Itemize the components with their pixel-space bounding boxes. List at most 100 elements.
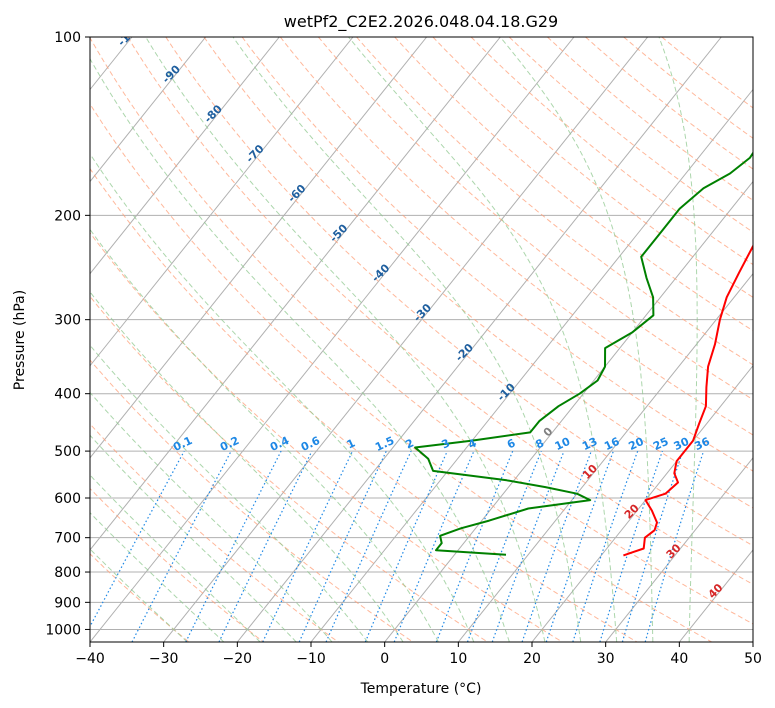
dry-adiabat-label: -80 xyxy=(202,102,225,125)
isotherm-line xyxy=(90,37,280,275)
mixing-ratio-line xyxy=(466,450,542,642)
mixing-ratio-label: 2 xyxy=(403,436,415,451)
mixing-ratio-line xyxy=(325,450,412,642)
mixing-ratio-line xyxy=(298,450,387,642)
x-tick-label: −10 xyxy=(296,651,326,667)
axes: −40 −30 −20 −10 0 10 20 30 40 5010020030040050060… xyxy=(45,30,762,667)
x-tick-label: 40 xyxy=(670,651,688,667)
mixing-ratio-label: 8 xyxy=(534,436,546,451)
y-tick-label: 700 xyxy=(54,531,81,547)
isotherm-line xyxy=(752,641,753,642)
isotherm-line xyxy=(531,364,753,642)
moist-adiabat xyxy=(145,37,546,642)
x-tick-label: 0 xyxy=(380,651,389,667)
dry-adiabat xyxy=(90,37,753,625)
dry-adiabat xyxy=(547,37,753,201)
y-axis-label: Pressure (hPa) xyxy=(12,290,28,390)
y-tick-label: 200 xyxy=(54,208,81,224)
dry-adiabat-label: -50 xyxy=(327,221,350,244)
dry-adiabat xyxy=(127,37,753,586)
mixing-ratio-label: 20 xyxy=(627,435,647,453)
dry-adiabat xyxy=(318,37,753,401)
dry-adiabat xyxy=(90,487,264,642)
dry-adiabat-label: -70 xyxy=(243,142,266,165)
isotherm-line xyxy=(90,37,575,642)
moist-adiabat xyxy=(348,37,618,642)
mixing-ratio-label: 30 xyxy=(672,435,692,453)
dry-adiabat xyxy=(432,37,753,298)
isotherm-line xyxy=(236,37,722,642)
mixing-ratio-line xyxy=(435,450,514,642)
dry-adiabat xyxy=(90,553,190,642)
dewpoint-profile xyxy=(414,151,753,556)
mixing-ratio-line xyxy=(621,450,684,642)
x-tick-label: 30 xyxy=(597,651,615,667)
mixing-ratio-label: 36 xyxy=(692,435,712,453)
isotherm-line xyxy=(0,37,58,642)
mixing-ratio-label: 4 xyxy=(466,436,479,451)
dry-adiabat xyxy=(279,37,753,436)
dry-adiabat-label: 0 xyxy=(541,425,556,440)
dry-adiabat xyxy=(90,231,563,642)
mixing-ratio-line xyxy=(644,450,705,642)
moist-adiabat xyxy=(90,57,510,642)
mixing-ratio-line xyxy=(262,450,354,642)
series-layer xyxy=(414,151,753,557)
moist-adiabat xyxy=(90,548,188,642)
y-tick-label: 500 xyxy=(54,444,81,460)
mixing-ratio-line xyxy=(218,450,313,642)
mixing-ratio-line xyxy=(545,450,614,642)
moist-adiabat xyxy=(90,434,297,642)
isotherm-line xyxy=(605,457,753,642)
mixing-ratio-line xyxy=(393,450,475,642)
y-tick-label: 300 xyxy=(54,313,81,329)
mixing-ratio-line xyxy=(599,450,663,642)
mixing-ratio-line xyxy=(364,450,448,642)
moist-adiabat xyxy=(90,228,439,642)
moist-adiabat xyxy=(90,391,333,642)
x-tick-label: 20 xyxy=(523,651,541,667)
y-tick-label: 900 xyxy=(54,595,81,611)
isotherm-line xyxy=(90,37,428,459)
y-tick-label: 400 xyxy=(54,387,81,403)
isotherm-line xyxy=(384,180,753,642)
dry-adiabat xyxy=(90,295,488,642)
x-axis-label: Temperature (°C) xyxy=(360,681,482,697)
isotherm-line xyxy=(310,88,753,642)
dry-adiabat-label: -60 xyxy=(285,182,308,205)
dry-adiabat xyxy=(241,37,753,472)
mixing-ratio-label: 10 xyxy=(553,435,573,453)
dry-adiabat xyxy=(203,37,753,509)
y-tick-label: 600 xyxy=(54,491,81,507)
moist-adiabat xyxy=(90,344,369,642)
isotherm-line xyxy=(90,37,501,551)
isotherm-line xyxy=(163,37,649,642)
chart-title: wetPf2_C2E2.2026.048.04.18.G29 xyxy=(284,12,558,32)
mixing-ratio-line xyxy=(521,450,592,642)
x-tick-label: −40 xyxy=(75,651,105,667)
moist-adiabat xyxy=(90,291,404,642)
mixing-ratio-line xyxy=(90,450,185,628)
temperature-profile xyxy=(623,243,753,557)
moist-adiabat xyxy=(90,153,475,642)
moist-adiabat xyxy=(232,37,582,642)
dry-adiabat-label: 40 xyxy=(706,581,726,601)
mixing-ratio-label: 13 xyxy=(580,435,599,453)
dry-adiabat-label: -100 xyxy=(115,20,144,49)
isotherm-line xyxy=(90,37,354,367)
dry-adiabat xyxy=(165,37,753,547)
y-tick-label: 800 xyxy=(54,565,81,581)
mixing-ratio-line xyxy=(491,450,565,642)
moist-adiabat xyxy=(499,37,654,642)
moist-adiabat xyxy=(658,37,698,642)
dry-adiabat xyxy=(90,423,339,642)
dry-adiabat-label: -10 xyxy=(495,380,518,403)
dry-adiabat-label: 30 xyxy=(664,541,684,561)
dry-adiabat xyxy=(90,359,414,642)
mixing-ratio-label: 6 xyxy=(505,436,518,451)
y-tick-label: 1000 xyxy=(45,622,81,638)
x-tick-label: −30 xyxy=(149,651,179,667)
x-tick-label: −20 xyxy=(223,651,253,667)
dry-adiabat xyxy=(90,103,712,642)
